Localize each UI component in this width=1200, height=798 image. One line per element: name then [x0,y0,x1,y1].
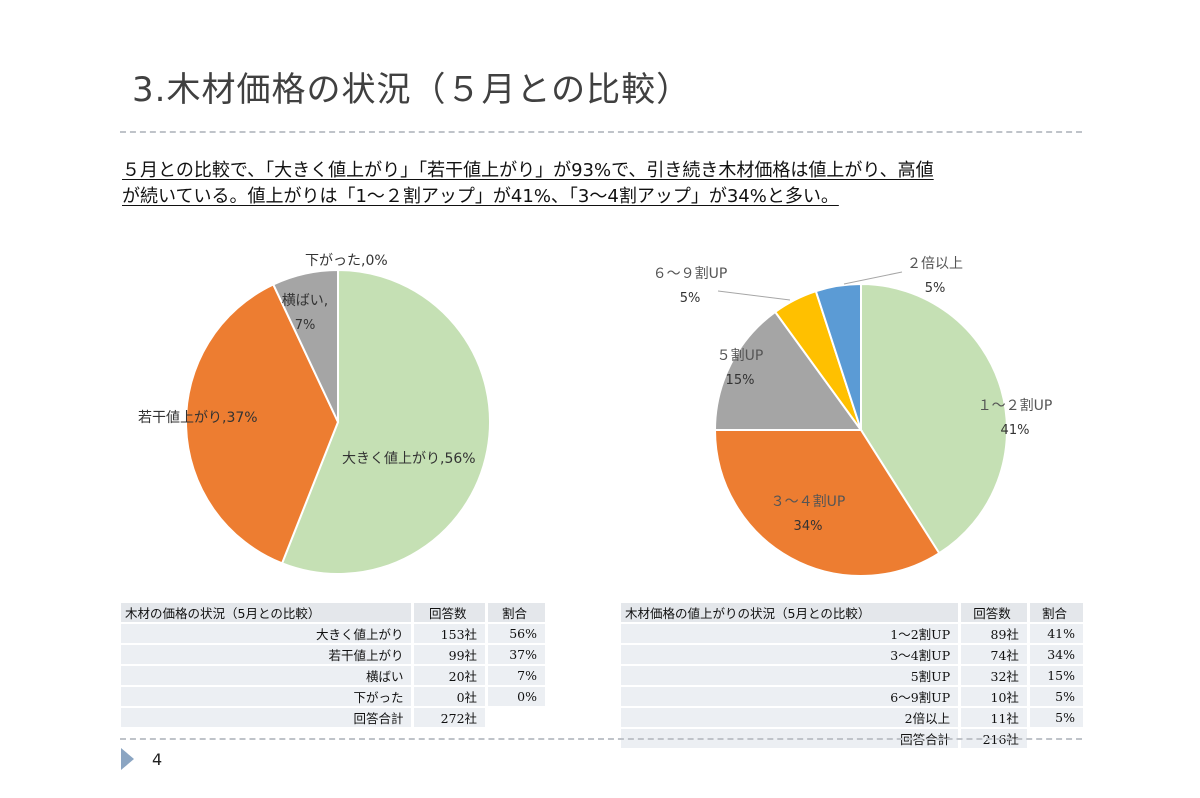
table-cell: 272社 [411,708,486,727]
table-row: 大きく値上がり 153社 56% [121,624,545,643]
pie-slice-2 [271,268,339,423]
pie-slice-1 [185,283,340,565]
table-cell: 6～9割UP [621,687,959,706]
table-cell: 10社 [958,687,1027,706]
slice-value-0: 41% [1001,423,1030,438]
table-cell: 7% [485,666,545,685]
table-cell-empty [485,708,545,727]
column-header: 木材価格の値上がりの状況（5月との比較） [621,603,959,622]
slice-value-2: 7% [295,318,316,333]
column-header: 回答数 [411,603,486,622]
table-cell: 153社 [411,624,486,643]
leader-line-3 [717,290,791,301]
table-cell: 15% [1026,666,1083,685]
column-header: 割合 [1026,603,1083,622]
table-cell: 回答合計 [121,708,412,727]
page-title: 3.木材価格の状況（５月との比較） [132,70,692,110]
table-cell: 大きく値上がり [121,624,412,643]
slice-label-1: ３～４割UP [771,493,846,510]
table-header-row: 木材価格の値上がりの状況（5月との比較） 回答数 割合 [621,603,1083,622]
slice-value-1: 34% [794,519,823,534]
table-cell: 89社 [958,624,1027,643]
pie-slice-4 [814,282,862,431]
table-row: 横ばい 20社 7% [121,666,545,685]
table-cell: 20社 [411,666,486,685]
table-cell: 0社 [411,687,486,706]
slice-label-2: 横ばい, [282,293,328,309]
table-cell: 32社 [958,666,1027,685]
table-header-row: 木材の価格の状況（5月との比較） 回答数 割合 [121,603,545,622]
pie-slice-1 [713,429,941,577]
slice-value-2: 15% [726,373,755,388]
slide-bullet-icon [121,748,134,770]
table-cell: 56% [485,624,545,643]
column-header: 回答数 [958,603,1027,622]
table-cell: 37% [485,645,545,664]
pie-slice-2 [713,310,863,431]
table-cell: 5割UP [621,666,959,685]
divider-bottom [120,738,1082,740]
table-cell: 11社 [958,708,1027,727]
table-row: 2倍以上 11社 5% [621,708,1083,727]
summary-line-1: ５月との比較で、「大きく値上がり」「若干値上がり」が93%で、引き続き木材価格は… [122,160,934,181]
column-header: 割合 [485,603,545,622]
table-cell: 1～2割UP [621,624,959,643]
slice-label-3: 下がった,0% [305,253,388,269]
pie-chart-price-increase: １～２割UP 41% ３～４割UP 34% ５割UP 15% ６～９割UP 5% ２倍以上 5% [653,256,1053,577]
slice-value-3: 5% [680,291,701,306]
table-cell: 41% [1026,624,1083,643]
table-row: 6～9割UP 10社 5% [621,687,1083,706]
summary-line-2: が続いている。値上がりは「1～２割アップ」が41%、「3～4割アップ」が34%と… [122,186,839,207]
slice-value-4: 5% [925,281,946,296]
table-cell: 5% [1026,687,1083,706]
slice-label-0: 大きく値上がり,56% [342,451,476,467]
table-cell: 2倍以上 [621,708,959,727]
table-row: 3～4割UP 74社 34% [621,645,1083,664]
table-cell: 34% [1026,645,1083,664]
leader-line-4 [843,271,903,285]
table-cell: 若干値上がり [121,645,412,664]
slice-label-3: ６～９割UP [653,265,728,282]
table-price-status: 木材の価格の状況（5月との比較） 回答数 割合 大きく値上がり 153社 56% 若干値上… [121,601,545,729]
table-cell: 3～4割UP [621,645,959,664]
table-row: 1～2割UP 89社 41% [621,624,1083,643]
table-row: 若干値上がり 99社 37% [121,645,545,664]
pie-slice-0 [280,268,491,575]
column-header: 木材の価格の状況（5月との比較） [121,603,412,622]
slice-label-0: １～２割UP [978,397,1053,414]
pie-chart-price-status: 大きく値上がり,56% 若干値上がり,37% 横ばい, 7% 下がった,0% [138,253,491,575]
table-cell: 横ばい [121,666,412,685]
table-cell: 99社 [411,645,486,664]
summary-text: ５月との比較で、「大きく値上がり」「若干値上がり」が93%で、引き続き木材価格は… [122,158,1084,210]
table-price-increase: 木材価格の値上がりの状況（5月との比較） 回答数 割合 1～2割UP 89社 41% 3～… [621,601,1083,750]
table-cell: 下がった [121,687,412,706]
slice-label-2: ５割UP [717,347,764,364]
table-row: 下がった 0社 0% [121,687,545,706]
table-row: 5割UP 32社 15% [621,666,1083,685]
slice-label-4: ２倍以上 [907,256,963,272]
table-cell: 0% [485,687,545,706]
slide-number: 4 [152,750,163,769]
divider-top [120,131,1082,133]
table-cell: 74社 [958,645,1027,664]
slice-label-1: 若干値上がり,37% [138,410,258,426]
table-cell: 5% [1026,708,1083,727]
table-total-row: 回答合計 272社 [121,708,545,727]
